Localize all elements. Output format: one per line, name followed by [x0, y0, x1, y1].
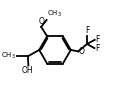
Text: O: O: [38, 17, 44, 26]
Text: CH$_3$: CH$_3$: [47, 9, 62, 19]
Text: OH: OH: [22, 66, 34, 75]
Text: O: O: [79, 47, 85, 56]
Text: F: F: [85, 26, 89, 35]
Text: F: F: [95, 44, 100, 53]
Text: F: F: [96, 35, 100, 44]
Text: CH$_3$: CH$_3$: [1, 51, 16, 61]
